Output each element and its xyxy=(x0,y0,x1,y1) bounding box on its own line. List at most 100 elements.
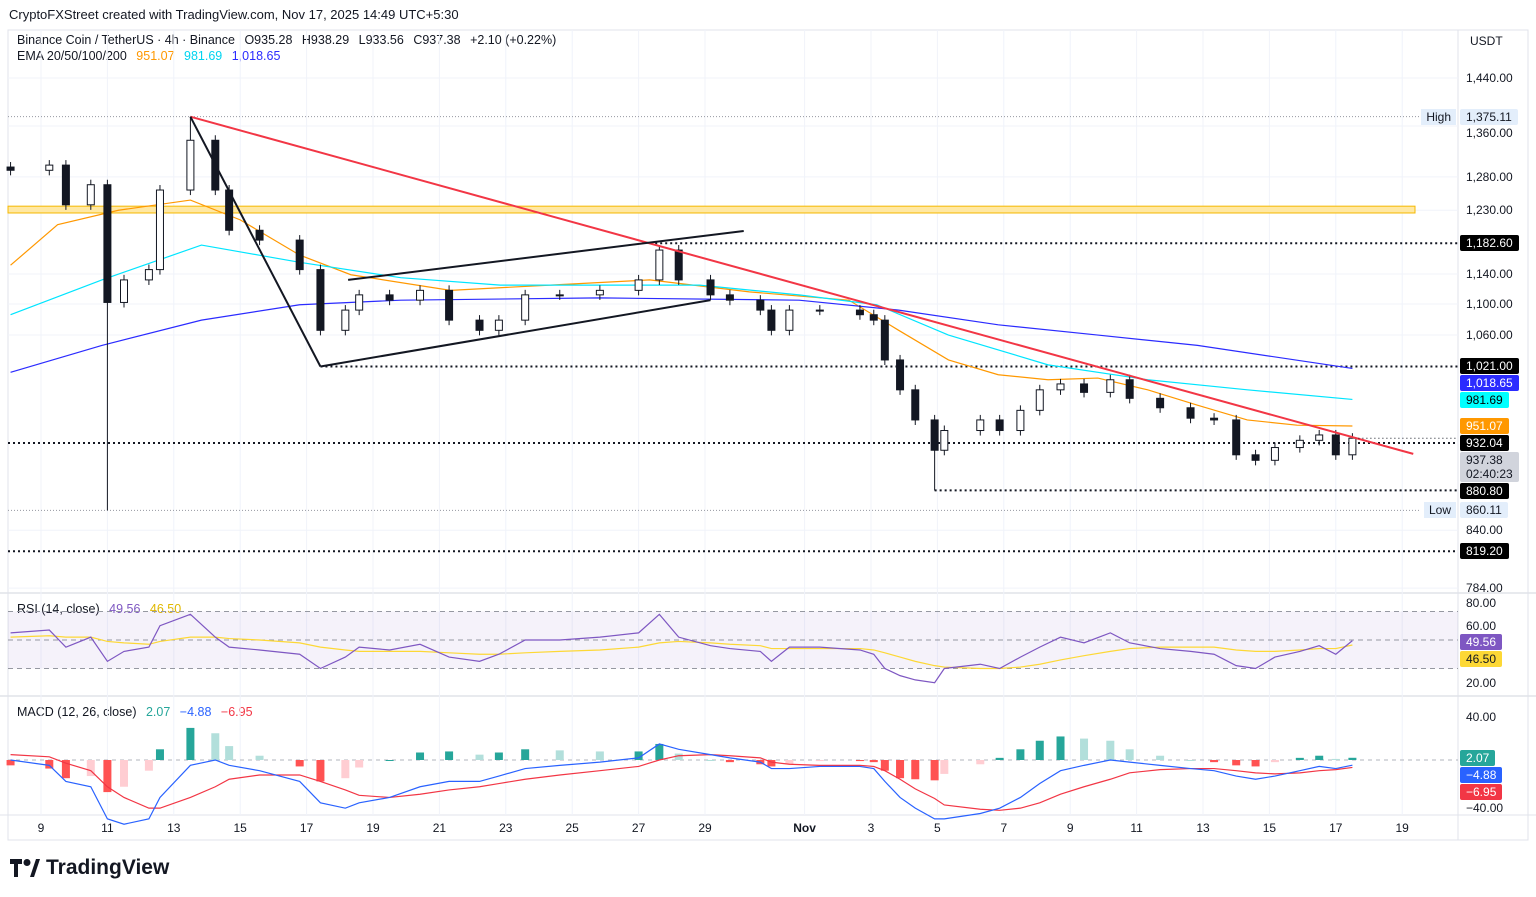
macd-histogram-bar xyxy=(1295,757,1304,760)
candle-up xyxy=(521,294,530,321)
high-label: High xyxy=(1421,108,1456,125)
time-tick-label: 27 xyxy=(631,821,646,835)
time-tick-label: 29 xyxy=(698,821,712,835)
tradingview-logo[interactable]: TradingView xyxy=(10,856,169,880)
macd-histogram-bar xyxy=(595,751,604,760)
ohlc-change: +2.10 (+0.22%) xyxy=(470,33,557,47)
rsi-value-badge: 49.56 xyxy=(1460,633,1503,650)
low-price-badge: 860.11 xyxy=(1460,502,1508,519)
macd-histogram-bar xyxy=(355,760,364,768)
macd-histogram-bar xyxy=(1315,755,1324,760)
macd-histogram-bar xyxy=(144,760,153,771)
candle-down xyxy=(385,294,394,301)
macd-histogram-bar xyxy=(1125,749,1134,760)
low-label: Low xyxy=(1423,502,1456,519)
candle-down xyxy=(896,359,905,391)
rsi-value-badge: 46.50 xyxy=(1460,650,1503,667)
level-price-badge: 819.20 xyxy=(1460,543,1509,560)
level-price-badge: 932.04 xyxy=(1460,435,1509,452)
macd-tick-label: −40.00 xyxy=(1466,801,1504,815)
candle-down xyxy=(1210,417,1219,421)
ema-price-badge: 1,018.65 xyxy=(1460,375,1519,392)
candle-up xyxy=(1056,383,1065,391)
macd-histogram-bar xyxy=(1186,760,1195,761)
wedge-line xyxy=(320,299,711,368)
price-tick-label: 784.00 xyxy=(1466,581,1503,596)
macd-value-badge: −4.88 xyxy=(1460,767,1503,783)
candle-up xyxy=(341,309,350,331)
rsi-tick-label: 60.00 xyxy=(1466,618,1497,633)
candle-up xyxy=(1295,439,1304,449)
macd-histogram-bar xyxy=(1331,758,1340,760)
candle-up xyxy=(815,309,824,312)
symbol-name[interactable]: Binance Coin / TetherUS · 4h · Binance xyxy=(17,33,235,47)
descending-trendline xyxy=(190,115,1414,455)
price-tick-label: 1,100.00 xyxy=(1466,296,1513,311)
level-price-badge: 1,182.60 xyxy=(1460,235,1519,252)
macd-value-badge: 2.07 xyxy=(1460,750,1496,766)
candle-up xyxy=(785,309,794,331)
price-tick-label: 1,060.00 xyxy=(1466,328,1513,343)
price-tick-label: 1,140.00 xyxy=(1466,267,1513,281)
candle-up xyxy=(355,294,364,311)
candle-up xyxy=(1035,389,1044,411)
rsi-ma-line xyxy=(10,635,1353,670)
candle-down xyxy=(1232,419,1241,456)
macd-histogram-bar xyxy=(255,755,264,760)
candle-down xyxy=(445,289,454,321)
time-tick-label: 13 xyxy=(1196,821,1210,835)
macd-histogram-bar xyxy=(295,760,304,767)
time-tick-label: 15 xyxy=(1262,821,1277,835)
macd-histogram-bar xyxy=(1251,760,1260,767)
macd-histogram-bar xyxy=(1348,757,1357,760)
candle-up xyxy=(1016,409,1025,432)
time-tick-label: 13 xyxy=(167,821,181,835)
candle-up xyxy=(144,269,153,281)
candle-down xyxy=(706,279,715,296)
support-zone xyxy=(7,205,1416,214)
candle-up xyxy=(120,279,128,303)
macd-histogram-bar xyxy=(634,751,643,760)
macd-tick-label: 40.00 xyxy=(1466,710,1497,725)
candle-down xyxy=(911,389,920,421)
macd-histogram-bar xyxy=(1035,740,1044,760)
ema-value-1: 951.07 xyxy=(136,49,175,63)
chart-frame xyxy=(7,29,1529,841)
candle-down xyxy=(1080,383,1089,393)
macd-histogram-bar xyxy=(155,749,164,760)
candle-up xyxy=(155,189,164,271)
macd-histogram-bar xyxy=(555,750,564,760)
ema-value-3: 1,018.65 xyxy=(231,49,281,63)
time-tick-label: 15 xyxy=(233,821,247,835)
ema-line xyxy=(10,199,1353,427)
candle-up xyxy=(634,279,643,291)
ema-line xyxy=(10,244,1353,401)
chart-credit: CryptoFXStreet created with TradingView.… xyxy=(9,7,459,22)
macd-histogram-bar xyxy=(45,760,54,769)
macd-histogram-bar xyxy=(940,760,949,774)
macd-histogram-bar xyxy=(1106,740,1115,760)
macd-histogram-bar xyxy=(61,760,70,779)
ema-legend[interactable]: EMA 20/50/100/200 951.07 981.69 1,018.65 xyxy=(17,49,286,63)
macd-histogram-bar xyxy=(475,754,484,760)
macd-histogram-bar xyxy=(896,760,905,779)
candle-up xyxy=(555,294,564,297)
ohlc-low: L933.56 xyxy=(358,33,404,47)
macd-signal-line xyxy=(10,754,1353,811)
time-tick-label: 21 xyxy=(432,821,447,835)
macd-histogram-bar xyxy=(521,749,530,760)
currency-unit[interactable]: USDT xyxy=(1470,34,1503,48)
rsi-tick-label: 20.00 xyxy=(1466,675,1497,690)
candle-down xyxy=(61,164,70,206)
ema-price-badge: 981.69 xyxy=(1460,392,1509,409)
macd-legend[interactable]: MACD (12, 26, close) 2.07 −4.88 −6.95 xyxy=(17,705,259,719)
time-tick-label: 11 xyxy=(1130,821,1143,835)
rsi-value: 49.56 xyxy=(109,602,141,616)
high-price-badge: 1,375.11 xyxy=(1460,108,1518,125)
macd-signal-value: −6.95 xyxy=(220,705,253,719)
macd-histogram-bar xyxy=(655,743,664,760)
candle-up xyxy=(86,184,95,206)
macd-histogram-bar xyxy=(103,760,112,793)
price-tick-label: 840.00 xyxy=(1466,523,1503,538)
